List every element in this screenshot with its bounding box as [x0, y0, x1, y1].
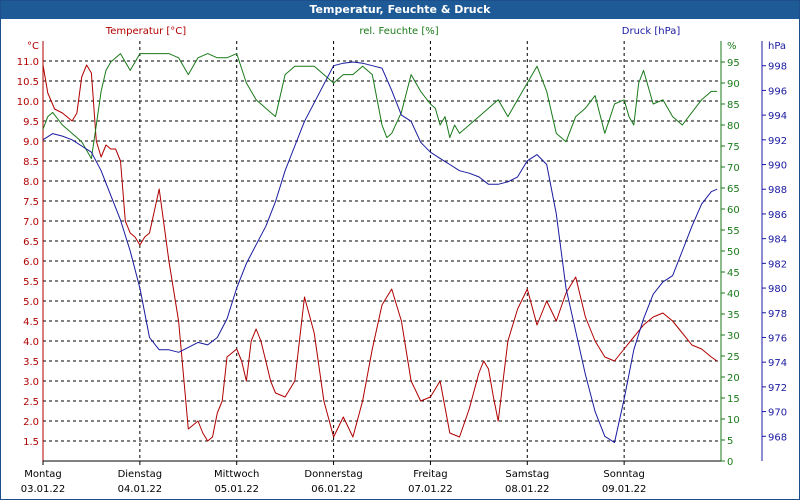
temperature-tick-label: 4.0	[23, 337, 39, 348]
axes	[42, 41, 766, 465]
temperature-tick-label: 9.5	[23, 117, 39, 128]
pressure-tick-label: 972	[768, 383, 787, 394]
pressure-tick-label: 980	[768, 284, 787, 295]
temperature-tick-label: 3.5	[23, 357, 39, 368]
x-tick-label-date: 08.01.22	[505, 484, 550, 495]
pressure-tick-label: 982	[768, 259, 787, 270]
temperature-tick-label: 6.5	[23, 237, 39, 248]
x-tick-label-date: 07.01.22	[408, 484, 453, 495]
pressure-tick-label: 990	[768, 161, 787, 172]
temperature-tick-label: 4.5	[23, 317, 39, 328]
temperature-tick-label: 7.5	[23, 197, 39, 208]
x-tick-label-date: 06.01.22	[311, 484, 356, 495]
pressure-tick-label: 978	[768, 309, 787, 320]
chart-title: Temperatur, Feuchte & Druck	[1, 1, 799, 19]
pressure-tick-label: 994	[768, 111, 787, 122]
humidity-tick-label: 15	[727, 394, 740, 405]
temperature-tick-label: 9.0	[23, 137, 39, 148]
temperature-tick-label: 11.0	[17, 57, 39, 68]
humidity-tick-label: 5	[727, 436, 733, 447]
x-tick-label-day: Mittwoch	[214, 469, 259, 480]
humidity-tick-label: 45	[727, 268, 740, 279]
pressure-tick-label: 984	[768, 235, 787, 246]
humidity-tick-label: 30	[727, 331, 740, 342]
pressure-tick-label: 998	[768, 62, 787, 73]
x-tick-label-day: Samstag	[505, 469, 549, 480]
humidity-tick-label: 70	[727, 163, 740, 174]
pressure-unit-label: hPa	[768, 41, 786, 52]
humidity-tick-label: 0	[727, 457, 733, 468]
pressure-tick-label: 974	[768, 358, 787, 369]
humidity-axis-title: rel. Feuchte [%]	[359, 26, 438, 37]
humidity-tick-label: 90	[727, 79, 740, 90]
x-tick-label-date: 09.01.22	[602, 484, 647, 495]
humidity-tick-label: 95	[727, 58, 740, 69]
humidity-tick-label: 85	[727, 100, 740, 111]
temperature-tick-label: 10.0	[17, 97, 39, 108]
humidity-tick-label: 35	[727, 310, 740, 321]
pressure-tick-label: 976	[768, 333, 787, 344]
x-tick-label-day: Dienstag	[118, 469, 163, 480]
humidity-tick-label: 10	[727, 415, 740, 426]
temperature-unit-label: °C	[27, 41, 39, 52]
axis-labels: 11.0 10.5 10.0 9.5 9.0 8.5 8.0 7.5 7.0 6.5 6.0 5.5 5…	[17, 26, 787, 495]
humidity-tick-label: 40	[727, 289, 740, 300]
pressure-tick-label: 996	[768, 86, 787, 97]
pressure-axis-title: Druck [hPa]	[622, 26, 681, 37]
humidity-unit-label: %	[727, 41, 737, 52]
humidity-tick-label: 65	[727, 184, 740, 195]
temperature-tick-label: 8.0	[23, 177, 39, 188]
temperature-tick-label: 2.0	[23, 417, 39, 428]
humidity-series-line	[42, 53, 718, 160]
x-tick-label-date: 04.01.22	[118, 484, 163, 495]
temperature-tick-label: 6.0	[23, 257, 39, 268]
grid	[43, 41, 721, 461]
x-tick-label-date: 05.01.22	[214, 484, 259, 495]
pressure-tick-label: 992	[768, 136, 787, 147]
temperature-tick-label: 3.0	[23, 377, 39, 388]
x-tick-label-date: 03.01.22	[21, 484, 66, 495]
humidity-tick-label: 20	[727, 373, 740, 384]
pressure-series-line	[42, 61, 718, 443]
series-lines	[42, 53, 718, 443]
temperature-tick-label: 1.5	[23, 437, 39, 448]
temperature-tick-label: 10.5	[17, 77, 39, 88]
pressure-tick-label: 970	[768, 408, 787, 419]
x-tick-label-day: Donnerstag	[304, 469, 362, 480]
temperature-tick-label: 5.0	[23, 297, 39, 308]
temperature-tick-label: 8.5	[23, 157, 39, 168]
humidity-tick-label: 75	[727, 142, 740, 153]
temperature-axis-title: Temperatur [°C]	[105, 26, 186, 37]
temperature-tick-label: 2.5	[23, 397, 39, 408]
pressure-tick-label: 986	[768, 210, 787, 221]
x-tick-label-day: Freitag	[413, 469, 447, 480]
temperature-tick-label: 7.0	[23, 217, 39, 228]
pressure-tick-label: 968	[768, 432, 787, 443]
pressure-tick-label: 988	[768, 185, 787, 196]
temperature-tick-label: 5.5	[23, 277, 39, 288]
x-tick-label-day: Montag	[24, 469, 61, 480]
humidity-tick-label: 25	[727, 352, 740, 363]
humidity-tick-label: 50	[727, 247, 740, 258]
humidity-tick-label: 80	[727, 121, 740, 132]
x-tick-label-day: Sonntag	[603, 469, 645, 480]
humidity-tick-label: 55	[727, 226, 740, 237]
temperature-series-line	[42, 64, 718, 442]
humidity-tick-label: 60	[727, 205, 740, 216]
